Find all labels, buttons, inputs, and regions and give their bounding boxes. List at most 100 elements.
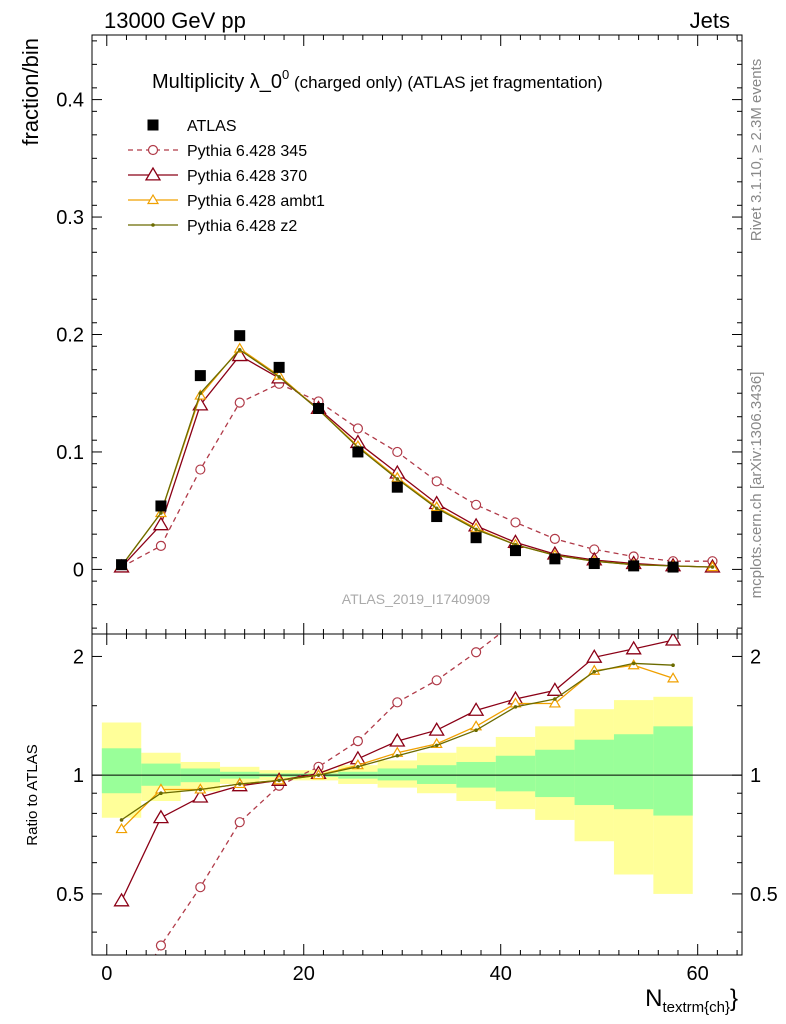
triangle-marker [113, 892, 130, 907]
header-left-label: 13000 GeV pp [104, 8, 246, 33]
dot-marker [395, 753, 400, 758]
chart-title: Multiplicity λ_00 (charged only) (ATLAS … [152, 67, 603, 93]
circle-marker [352, 423, 364, 434]
uncertainty-band-green [377, 768, 417, 781]
small-triangle-marker [430, 737, 443, 749]
series-mc-3 [119, 347, 715, 569]
triangle-marker [152, 809, 170, 824]
ratio-ytick-label-right: 0.5 [750, 884, 778, 906]
dot-marker [119, 818, 124, 822]
triangle-marker [389, 732, 406, 747]
ratio-ytick-label: 1 [73, 765, 84, 787]
x-axis-label-close: } [730, 985, 738, 1012]
legend-label: ATLAS [187, 118, 237, 135]
watermark-label: ATLAS_2019_I1740909 [342, 591, 491, 607]
series-ratio-3 [119, 661, 675, 822]
uncertainty-band-green [535, 749, 575, 798]
dot-marker [631, 661, 636, 666]
y-tick-label: 0.1 [56, 442, 84, 464]
chart-title-sup: 0 [282, 67, 289, 82]
ratio-ytick-label-right: 2 [750, 646, 761, 668]
ratio-plot-area: 0.5 0.51 12 20 20 40 60 [56, 617, 778, 985]
series-line [121, 383, 713, 568]
legend-label: Pythia 6.428 z2 [187, 218, 297, 235]
data-point [234, 330, 246, 342]
dot-marker [553, 697, 557, 701]
circle-marker [392, 446, 403, 458]
triangle-marker [428, 721, 445, 736]
chart-title-main: Multiplicity λ_0 [152, 71, 282, 93]
dot-marker [151, 223, 155, 227]
triangle-marker [546, 682, 564, 696]
circle-marker [155, 540, 167, 552]
dot-marker [277, 778, 281, 783]
triangle-marker [144, 166, 162, 181]
dot-marker [592, 669, 597, 674]
circle-marker [549, 533, 560, 544]
x-tick-label: 20 [293, 963, 315, 985]
dot-marker [356, 765, 360, 769]
data-point [194, 370, 206, 382]
data-point [313, 402, 325, 414]
circle-marker [234, 397, 245, 408]
legend: ATLAS Pythia 6.428 345 Pythia 6.428 370 Pyt… [128, 118, 325, 235]
circle-marker [431, 675, 442, 686]
circle-marker [155, 940, 167, 951]
x-axis-label-main: N [645, 985, 662, 1012]
data-point [391, 481, 403, 493]
dot-marker [159, 791, 163, 796]
circle-marker [470, 647, 482, 658]
small-triangle-marker [146, 193, 160, 205]
y-tick-label: 0.3 [56, 207, 84, 229]
dot-marker [316, 773, 321, 777]
data-point [470, 532, 482, 544]
ratio-ylabel: Ratio to ATLAS [24, 744, 41, 845]
circle-marker [195, 464, 206, 475]
dot-marker [710, 565, 715, 569]
uncertainty-band-green [101, 748, 142, 794]
x-tick-label: 60 [687, 963, 709, 985]
dot-marker [198, 391, 203, 396]
series-atlas [116, 330, 679, 573]
triangle-marker [586, 649, 603, 663]
dot-marker [237, 782, 242, 786]
dot-marker [434, 743, 439, 748]
circle-marker [392, 697, 403, 708]
ratio-panel: Ratio to ATLAS 0.5 0.51 12 20 20 40 60 Ntextrm… [24, 617, 778, 1016]
ratio-ytick-label: 0.5 [56, 884, 84, 906]
data-point [147, 119, 159, 131]
dot-marker [237, 347, 242, 352]
series-line [121, 354, 713, 568]
series-line [154, 634, 501, 955]
series-mc-2 [115, 342, 719, 572]
y-tick-label: 0.4 [56, 90, 84, 112]
uncertainty-band-green [495, 755, 536, 792]
series-ratio-0 [154, 617, 520, 955]
data-point [628, 560, 640, 572]
legend-label: Pythia 6.428 ambt1 [187, 193, 325, 210]
dot-marker [198, 787, 203, 792]
legend-entry: Pythia 6.428 z2 [128, 218, 297, 235]
x-tick-label: 0 [101, 963, 112, 985]
ratio-frame [91, 633, 743, 956]
triangle-marker [625, 640, 642, 655]
series-line [120, 347, 713, 568]
x-axis-label: Ntextrm{ch}} [645, 985, 738, 1016]
uncertainty-band-green [653, 726, 693, 816]
dot-marker [513, 705, 518, 709]
small-triangle-marker [667, 672, 680, 683]
circle-marker [195, 882, 206, 893]
data-point [352, 446, 364, 458]
dot-marker [671, 663, 675, 668]
circle-marker [470, 499, 482, 510]
small-triangle-marker [548, 697, 561, 708]
dot-marker [395, 477, 400, 481]
circle-marker [352, 736, 364, 747]
x-axis-label-sub: textrm{ch} [662, 999, 730, 1016]
circle-marker [511, 617, 520, 626]
x-tick-label: 40 [490, 963, 512, 985]
main-panel: fraction/bin Multiplicity λ_00 (charged … [18, 34, 743, 635]
header-right-label: Jets [690, 8, 730, 33]
series-mc-1 [113, 347, 721, 573]
